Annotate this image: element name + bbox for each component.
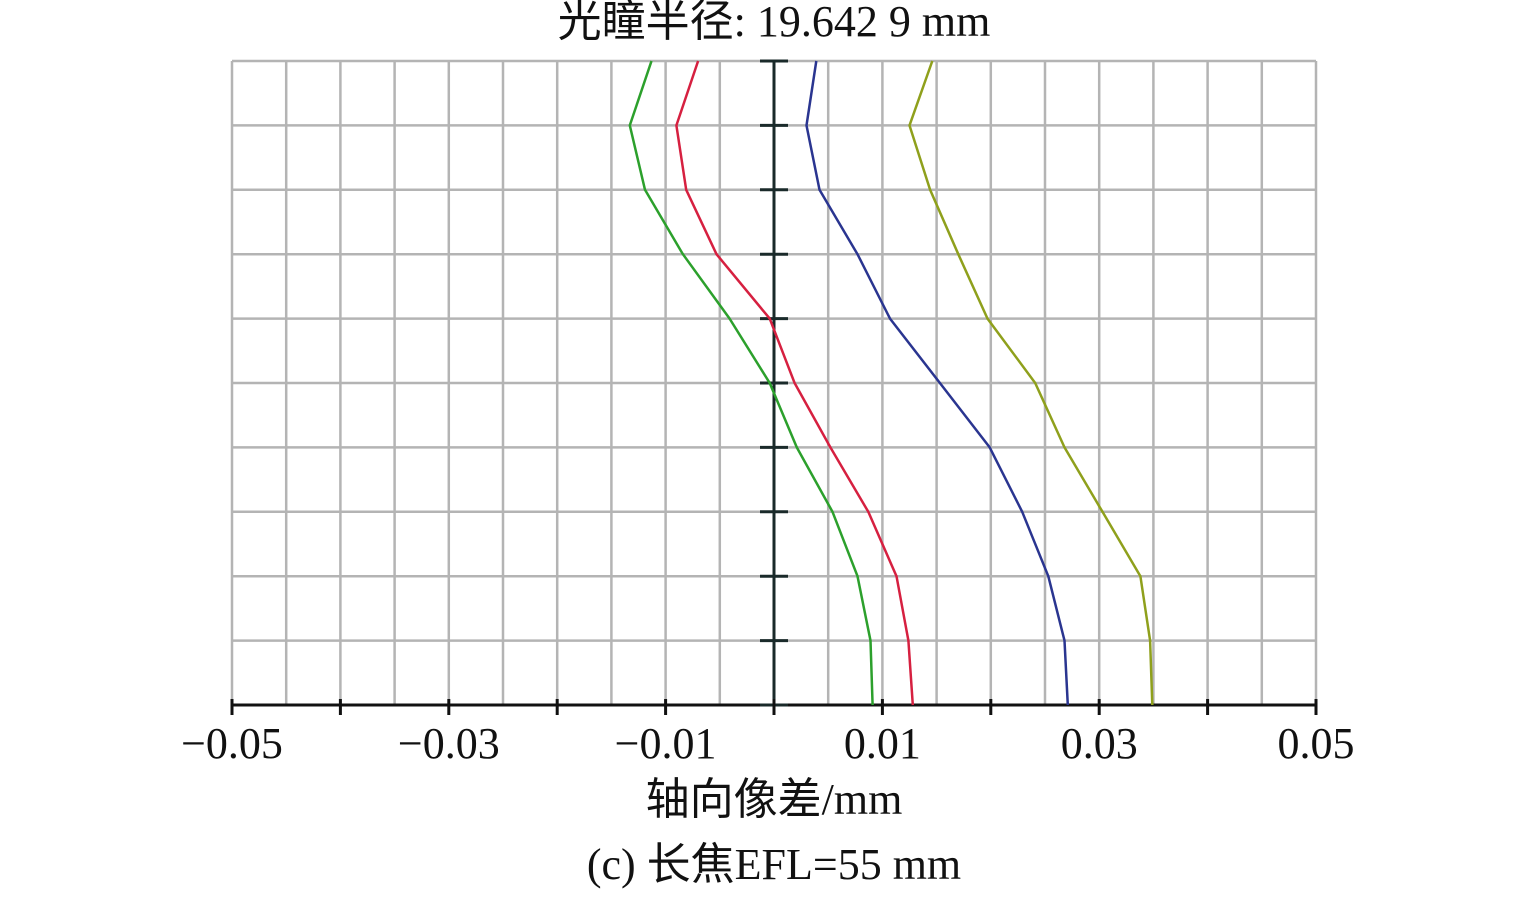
series-line: [675, 60, 915, 706]
series-line: [908, 60, 1154, 706]
caption: (c) 长焦EFL=55 mm: [587, 840, 961, 889]
x-tick-label: 0.01: [844, 719, 921, 768]
x-tick-label: −0.05: [181, 719, 283, 768]
x-axis-label: 轴向像差/mm: [646, 775, 903, 824]
series-line: [805, 60, 1070, 706]
x-tick-label: −0.01: [615, 719, 717, 768]
x-tick-label: 0.03: [1061, 719, 1138, 768]
chart-title: 光瞳半径: 19.642 9 mm: [558, 0, 991, 46]
series-line: [628, 60, 874, 706]
x-tick-label: −0.03: [398, 719, 500, 768]
x-tick-label: 0.05: [1278, 719, 1355, 768]
